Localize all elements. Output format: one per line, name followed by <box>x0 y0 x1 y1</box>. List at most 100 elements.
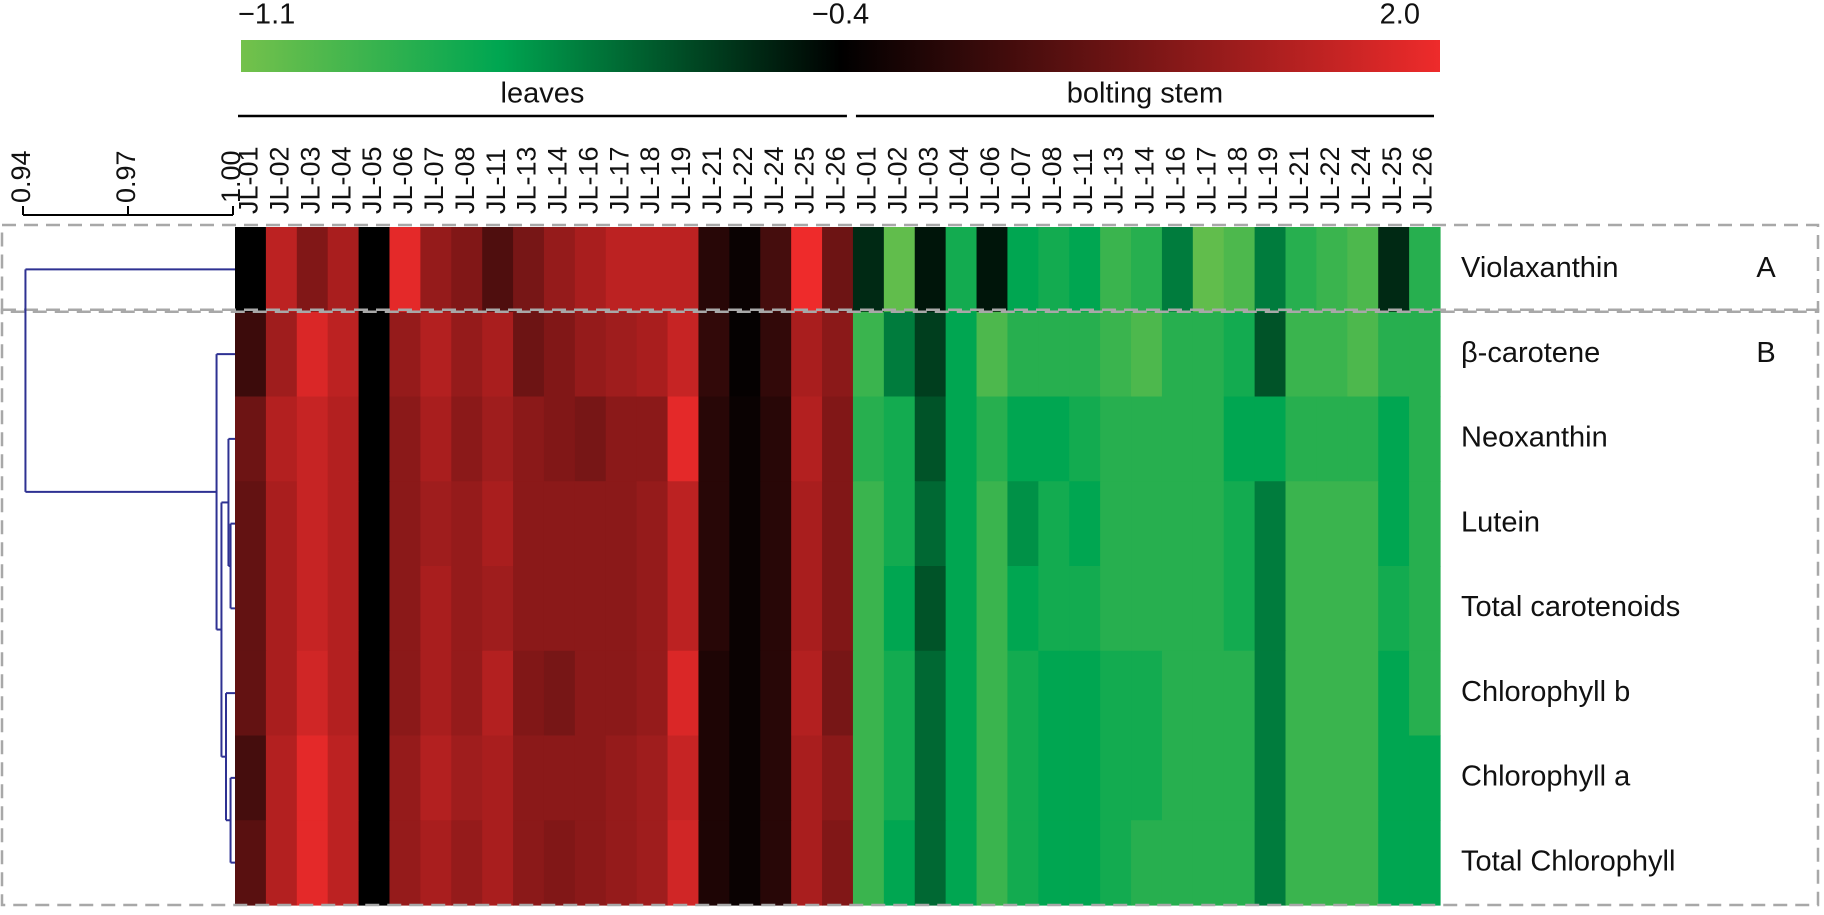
heatmap-cell <box>1316 735 1348 821</box>
column-label: JL-25 <box>790 146 820 214</box>
heatmap-cell <box>1131 227 1163 313</box>
heatmap-cell <box>296 735 329 821</box>
column-label: JL-26 <box>821 146 851 214</box>
column-label: JL-25 <box>1377 146 1407 214</box>
heatmap-cell <box>1254 820 1287 906</box>
heatmap-cell <box>852 311 885 398</box>
heatmap-cell <box>1131 311 1163 398</box>
column-label: JL-03 <box>913 146 943 214</box>
heatmap-cell <box>914 311 947 398</box>
heatmap-cell <box>1316 396 1348 482</box>
heatmap-cell <box>852 735 885 821</box>
heatmap-cell <box>1347 820 1379 906</box>
heatmap-cell <box>513 566 545 652</box>
heatmap-cell <box>543 650 576 737</box>
heatmap-cell <box>1409 820 1441 906</box>
heatmap-cell <box>1161 227 1194 313</box>
heatmap-cell <box>265 396 298 482</box>
color-bar-tick-label: −1.1 <box>238 0 295 31</box>
heatmap-cell <box>482 481 514 567</box>
heatmap-cell <box>605 820 638 906</box>
heatmap-cell <box>1007 396 1039 482</box>
row-label: Chlorophyll a <box>1461 761 1631 793</box>
heatmap-cell <box>1038 227 1070 313</box>
heatmap-cell <box>327 650 360 737</box>
heatmap-cell <box>389 820 421 906</box>
heatmap-cell <box>1254 566 1287 652</box>
row-label: Violaxanthin <box>1461 252 1618 284</box>
heatmap-cell <box>1223 650 1256 737</box>
heatmap-cell <box>883 820 916 906</box>
heatmap-cell <box>1192 735 1225 821</box>
heatmap-cell <box>327 396 360 482</box>
column-label: JL-05 <box>357 146 387 214</box>
heatmap-cell <box>543 311 576 398</box>
heatmap-cell <box>513 396 545 482</box>
heatmap-cell <box>1223 566 1256 652</box>
heatmap-cell <box>945 227 978 313</box>
heatmap-cell <box>1069 650 1101 737</box>
heatmap-cell <box>420 566 452 652</box>
heatmap-cell <box>945 650 978 737</box>
heatmap-cell <box>1131 820 1163 906</box>
heatmap-cell <box>760 311 792 398</box>
heatmap-cell <box>852 566 885 652</box>
heatmap-cell <box>791 650 823 737</box>
heatmap-cell <box>420 650 452 737</box>
column-label: JL-01 <box>234 146 264 214</box>
heatmap-cell <box>1161 735 1194 821</box>
group-label: leaves <box>501 78 585 110</box>
heatmap-cell <box>883 566 916 652</box>
heatmap-cell <box>235 227 267 313</box>
row-label: Total carotenoids <box>1461 591 1680 623</box>
heatmap-cell <box>791 566 823 652</box>
heatmap-cell <box>1316 481 1348 567</box>
heatmap-cell <box>451 227 483 313</box>
column-label: JL-19 <box>1253 146 1283 214</box>
heatmap-cell <box>1038 735 1070 821</box>
heatmap-cell <box>667 227 700 313</box>
heatmap-cell <box>1347 311 1379 398</box>
heatmap-cell <box>852 396 885 482</box>
heatmap-cell <box>914 481 947 567</box>
heatmap-cell <box>976 396 1009 482</box>
column-label: JL-11 <box>481 148 511 214</box>
heatmap-cell <box>265 227 298 313</box>
heatmap-cell <box>1069 227 1101 313</box>
column-label: JL-02 <box>882 146 912 214</box>
heatmap-cell <box>420 735 452 821</box>
heatmap-cell <box>1161 311 1194 398</box>
heatmap-cell <box>1378 227 1410 313</box>
heatmap-cell <box>1007 735 1039 821</box>
heatmap-cell <box>543 735 576 821</box>
column-label: JL-16 <box>1160 146 1190 214</box>
column-label: JL-13 <box>1099 146 1129 214</box>
heatmap-cell <box>1285 820 1318 906</box>
heatmap-cell <box>1007 481 1039 567</box>
group-label: bolting stem <box>1067 78 1223 110</box>
heatmap-cell <box>1131 566 1163 652</box>
cluster-label: B <box>1756 337 1775 369</box>
heatmap-cell <box>574 396 607 482</box>
heatmap-cell <box>667 311 700 398</box>
heatmap-cell <box>358 820 391 906</box>
column-label: JL-22 <box>1315 146 1345 214</box>
heatmap-cell <box>327 820 360 906</box>
heatmap-cell <box>1100 650 1132 737</box>
heatmap-cell <box>945 735 978 821</box>
heatmap-cell <box>296 566 329 652</box>
heatmap-cell <box>574 650 607 737</box>
heatmap-cell <box>1254 227 1287 313</box>
heatmap-cell <box>945 481 978 567</box>
column-label: JL-17 <box>604 146 634 214</box>
dendrogram-tick-label: 0.94 <box>6 150 36 203</box>
heatmap-cell <box>1347 735 1379 821</box>
heatmap-cell <box>883 650 916 737</box>
heatmap-cell <box>1316 820 1348 906</box>
heatmap-cell <box>1192 396 1225 482</box>
heatmap-cell <box>852 820 885 906</box>
heatmap-cell <box>667 481 700 567</box>
heatmap-cell <box>543 227 576 313</box>
heatmap-cell <box>1409 735 1441 821</box>
column-label: JL-07 <box>1006 146 1036 214</box>
